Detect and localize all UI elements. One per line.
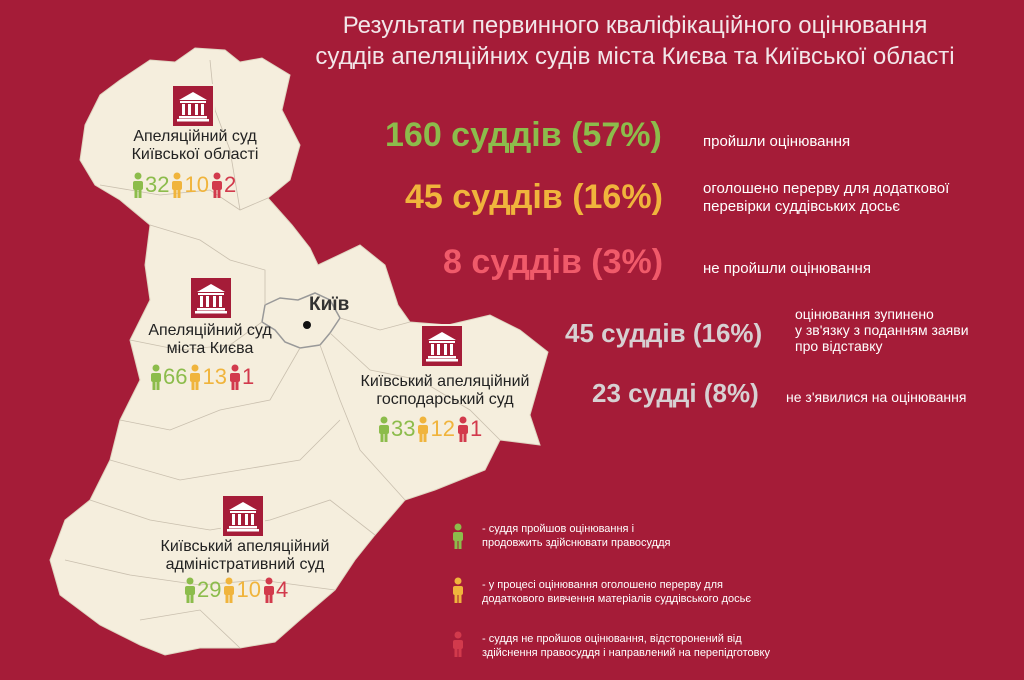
court-name-line-2: міста Києва: [166, 340, 254, 357]
stat-absent-note: не з'явилися на оцінювання: [786, 389, 966, 405]
court-name-line-1: Київський апеляційний: [360, 373, 530, 390]
count-value: 4: [275, 577, 289, 602]
count-passed: 32: [132, 172, 169, 198]
stat-stopped-note: оцінювання зупинено у зв'язку з поданням…: [795, 306, 969, 354]
note-line: пройшли оцінювання: [703, 133, 851, 150]
court-name-oblast: Апеляційний суд Київської області: [100, 128, 290, 164]
court-name-line-1: Київський апеляційний: [160, 538, 330, 555]
title-line-1: Результати первинного кваліфікаційного о…: [342, 12, 928, 39]
count-failed: 1: [457, 416, 482, 442]
legend-line: - суддя пройшов оцінювання і: [482, 523, 635, 535]
stat-failed-value: 8 суддів (3%): [443, 243, 664, 281]
legend-line: додаткового вивчення матеріалів суддівсь…: [482, 593, 751, 605]
court-building-icon: [189, 276, 233, 320]
note-line: не пройшли оцінювання: [703, 260, 871, 277]
stat-absent-value: 23 судді (8%): [592, 378, 759, 408]
court-name-line-2: Київської області: [131, 146, 259, 163]
court-counts: 33 12 1: [378, 416, 484, 442]
person-passed-icon: [151, 364, 161, 390]
legend-failed-icon: [453, 631, 463, 657]
count-failed: 4: [263, 577, 288, 603]
legend-line: здійснення правосуддя і направлений на п…: [482, 647, 770, 659]
person-paused-icon: [224, 577, 235, 603]
court-name-line-2: господарський суд: [376, 391, 514, 408]
legend-paused-icon: [453, 577, 463, 603]
stat-paused-value: 45 суддів (16%): [405, 178, 663, 216]
court-counts: 32 10 2: [132, 172, 238, 198]
count-paused: 12: [417, 416, 455, 442]
court-name-line-1: Апеляційний суд: [133, 128, 257, 145]
count-value: 10: [236, 577, 261, 602]
count-passed: 66: [150, 364, 187, 390]
legend-passed-icon: [453, 523, 463, 549]
court-counts: 29 10 4: [184, 577, 290, 603]
person-failed-icon: [211, 172, 222, 198]
note-line: у зв'язку з поданням заяви: [795, 322, 969, 338]
person-failed-icon: [229, 364, 240, 390]
legend-passed-text: - суддя пройшов оцінювання і продовжить …: [482, 522, 802, 550]
count-value: 33: [391, 416, 416, 441]
stat-paused-note: оголошено перерву для додаткової перевір…: [703, 180, 949, 216]
count-value: 32: [145, 172, 170, 197]
court-name-line-2: адміністративний суд: [165, 556, 325, 573]
person-passed-icon: [133, 172, 143, 198]
note-line: оцінювання зупинено: [795, 306, 934, 322]
count-value: 1: [469, 416, 483, 441]
court-name-line-1: Апеляційний суд: [148, 322, 272, 339]
stat-failed-note: не пройшли оцінювання: [703, 260, 871, 278]
count-passed: 29: [184, 577, 221, 603]
count-failed: 2: [211, 172, 236, 198]
person-paused-icon: [172, 172, 183, 198]
court-building-icon: [221, 494, 265, 538]
person-failed-icon: [263, 577, 274, 603]
court-name-administrative: Київський апеляційний адміністративний с…: [140, 538, 350, 574]
person-passed-icon: [185, 577, 195, 603]
count-paused: 13: [189, 364, 227, 390]
note-line: перевірки суддівських досьє: [703, 198, 901, 215]
count-failed: 1: [229, 364, 254, 390]
legend-line: - у процесі оцінювання оголошено перерву…: [482, 579, 723, 591]
person-paused-icon: [418, 416, 429, 442]
note-line: оголошено перерву для додаткової: [703, 180, 950, 197]
court-name-kyiv-city: Апеляційний суд міста Києва: [120, 322, 300, 358]
stat-passed-note: пройшли оцінювання: [703, 133, 850, 151]
person-failed-icon: [457, 416, 468, 442]
stat-stopped-value: 45 суддів (16%): [565, 318, 763, 348]
count-value: 10: [184, 172, 209, 197]
page-title: Результати первинного кваліфікаційного о…: [250, 10, 1020, 72]
kyiv-dot: [303, 321, 311, 329]
count-value: 12: [430, 416, 455, 441]
kyiv-label: Київ: [309, 294, 350, 315]
count-value: 29: [197, 577, 222, 602]
court-building-icon: [420, 324, 464, 368]
note-line: не з'явилися на оцінювання: [786, 389, 967, 405]
count-paused: 10: [171, 172, 209, 198]
legend-line: продовжить здійснювати правосуддя: [482, 537, 671, 549]
count-paused: 10: [223, 577, 261, 603]
note-line: про відставку: [795, 338, 883, 354]
court-counts: 66 13 1: [150, 364, 256, 390]
person-paused-icon: [190, 364, 201, 390]
count-value: 13: [202, 364, 227, 389]
legend-paused-text: - у процесі оцінювання оголошено перерву…: [482, 578, 802, 606]
count-passed: 33: [378, 416, 415, 442]
district-borders: [64, 59, 501, 649]
count-value: 1: [241, 364, 255, 389]
stat-passed-value: 160 суддів (57%): [385, 116, 662, 154]
legend-failed-text: - суддя не пройшов оцінювання, відсторон…: [482, 632, 802, 660]
title-line-2: суддів апеляційних судів міста Києва та …: [315, 43, 955, 70]
person-passed-icon: [379, 416, 389, 442]
court-building-icon: [171, 84, 215, 128]
count-value: 66: [163, 364, 188, 389]
count-value: 2: [223, 172, 237, 197]
legend-line: - суддя не пройшов оцінювання, відсторон…: [482, 633, 742, 645]
court-name-commercial: Київський апеляційний господарський суд: [335, 373, 555, 409]
